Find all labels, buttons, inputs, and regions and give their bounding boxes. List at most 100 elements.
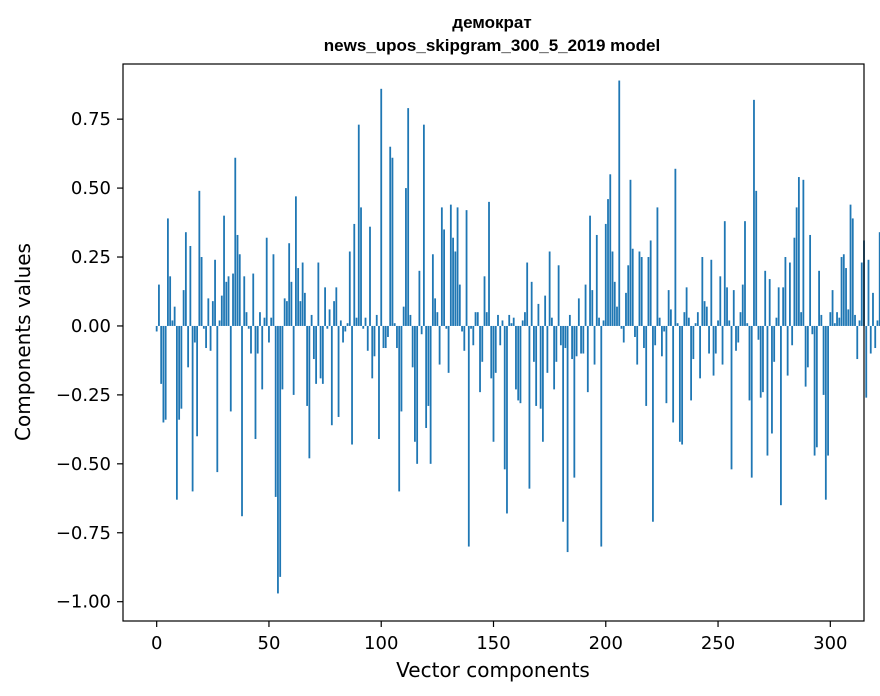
bar	[360, 207, 362, 326]
bar	[279, 325, 282, 577]
bar	[604, 223, 607, 326]
bar	[519, 325, 522, 404]
bar	[245, 312, 248, 326]
bar	[416, 325, 419, 464]
bar	[371, 325, 374, 379]
bar	[443, 229, 445, 326]
bar	[622, 325, 625, 343]
bar	[730, 325, 733, 470]
bar	[591, 290, 594, 326]
bar	[813, 325, 816, 456]
bar	[672, 325, 675, 423]
bar	[501, 320, 504, 326]
bar	[573, 325, 576, 478]
bar	[483, 276, 486, 326]
x-tick-label: 100	[364, 633, 398, 654]
bar	[838, 317, 841, 326]
bar	[422, 124, 425, 326]
bar	[786, 325, 789, 376]
bar	[283, 298, 286, 326]
bar	[173, 306, 176, 326]
bar	[526, 262, 529, 326]
bar	[833, 323, 836, 326]
bar	[681, 325, 684, 445]
bar	[553, 325, 556, 390]
bar	[550, 317, 553, 326]
bar	[411, 325, 414, 368]
bar	[723, 221, 726, 326]
bar	[568, 314, 571, 326]
x-axis-ticks: 0 50 100 150 200 250 300	[151, 621, 847, 654]
bar	[202, 325, 205, 329]
bar	[726, 287, 728, 326]
bar	[178, 325, 181, 420]
bar	[616, 306, 618, 326]
y-tick-label: 0.00	[71, 316, 111, 337]
bar	[209, 325, 212, 351]
y-tick-label: −0.25	[56, 385, 111, 406]
bar	[822, 325, 825, 395]
bar	[521, 320, 524, 326]
bar	[515, 325, 517, 390]
bar	[277, 325, 279, 594]
bar	[694, 323, 697, 326]
bar	[548, 251, 551, 326]
bar	[438, 325, 441, 365]
bar	[625, 292, 627, 326]
bar	[470, 325, 472, 329]
bar	[175, 325, 178, 500]
bar	[557, 265, 560, 326]
bar	[454, 251, 457, 326]
bar	[533, 325, 535, 362]
bar	[831, 290, 834, 326]
bar	[211, 301, 214, 326]
bar	[768, 279, 771, 326]
bar	[458, 284, 461, 326]
bar	[254, 325, 257, 440]
bar	[544, 295, 547, 326]
y-tick-label: −0.50	[56, 454, 111, 475]
bar	[418, 270, 421, 326]
bar	[559, 325, 562, 346]
bar	[602, 320, 605, 326]
bar	[357, 124, 360, 326]
bar	[703, 301, 706, 326]
bar	[629, 179, 632, 326]
bar	[654, 325, 657, 346]
bar	[593, 325, 596, 365]
bar	[310, 314, 313, 326]
bar	[818, 270, 820, 326]
bar	[872, 292, 874, 326]
bar	[160, 325, 163, 384]
bar	[669, 309, 672, 326]
x-tick-label: 200	[589, 633, 623, 654]
bar	[842, 254, 845, 326]
y-tick-label: 0.25	[71, 247, 111, 268]
bar	[425, 325, 428, 428]
bar	[589, 215, 591, 326]
bar	[492, 325, 495, 442]
bar	[710, 259, 713, 326]
bar	[472, 325, 475, 346]
y-axis-label: Components values	[11, 243, 35, 441]
bar	[797, 177, 800, 326]
bar	[167, 218, 169, 326]
bar	[319, 325, 322, 379]
bar	[663, 325, 666, 332]
bar	[436, 312, 439, 326]
bar	[620, 325, 623, 329]
bar	[227, 276, 230, 326]
bar	[555, 325, 558, 362]
bar	[499, 325, 502, 346]
bar	[690, 325, 692, 401]
bar	[339, 320, 342, 326]
bar	[750, 325, 753, 478]
bar	[241, 325, 243, 517]
y-axis-ticks: −1.00 −0.75 −0.50 −0.25 0.00 0.25 0.50 0.75	[56, 109, 123, 613]
bar	[193, 325, 196, 343]
x-tick-label: 50	[258, 633, 281, 654]
bar	[420, 325, 423, 335]
bar	[753, 99, 755, 326]
bar	[860, 262, 863, 326]
bar	[243, 276, 246, 326]
